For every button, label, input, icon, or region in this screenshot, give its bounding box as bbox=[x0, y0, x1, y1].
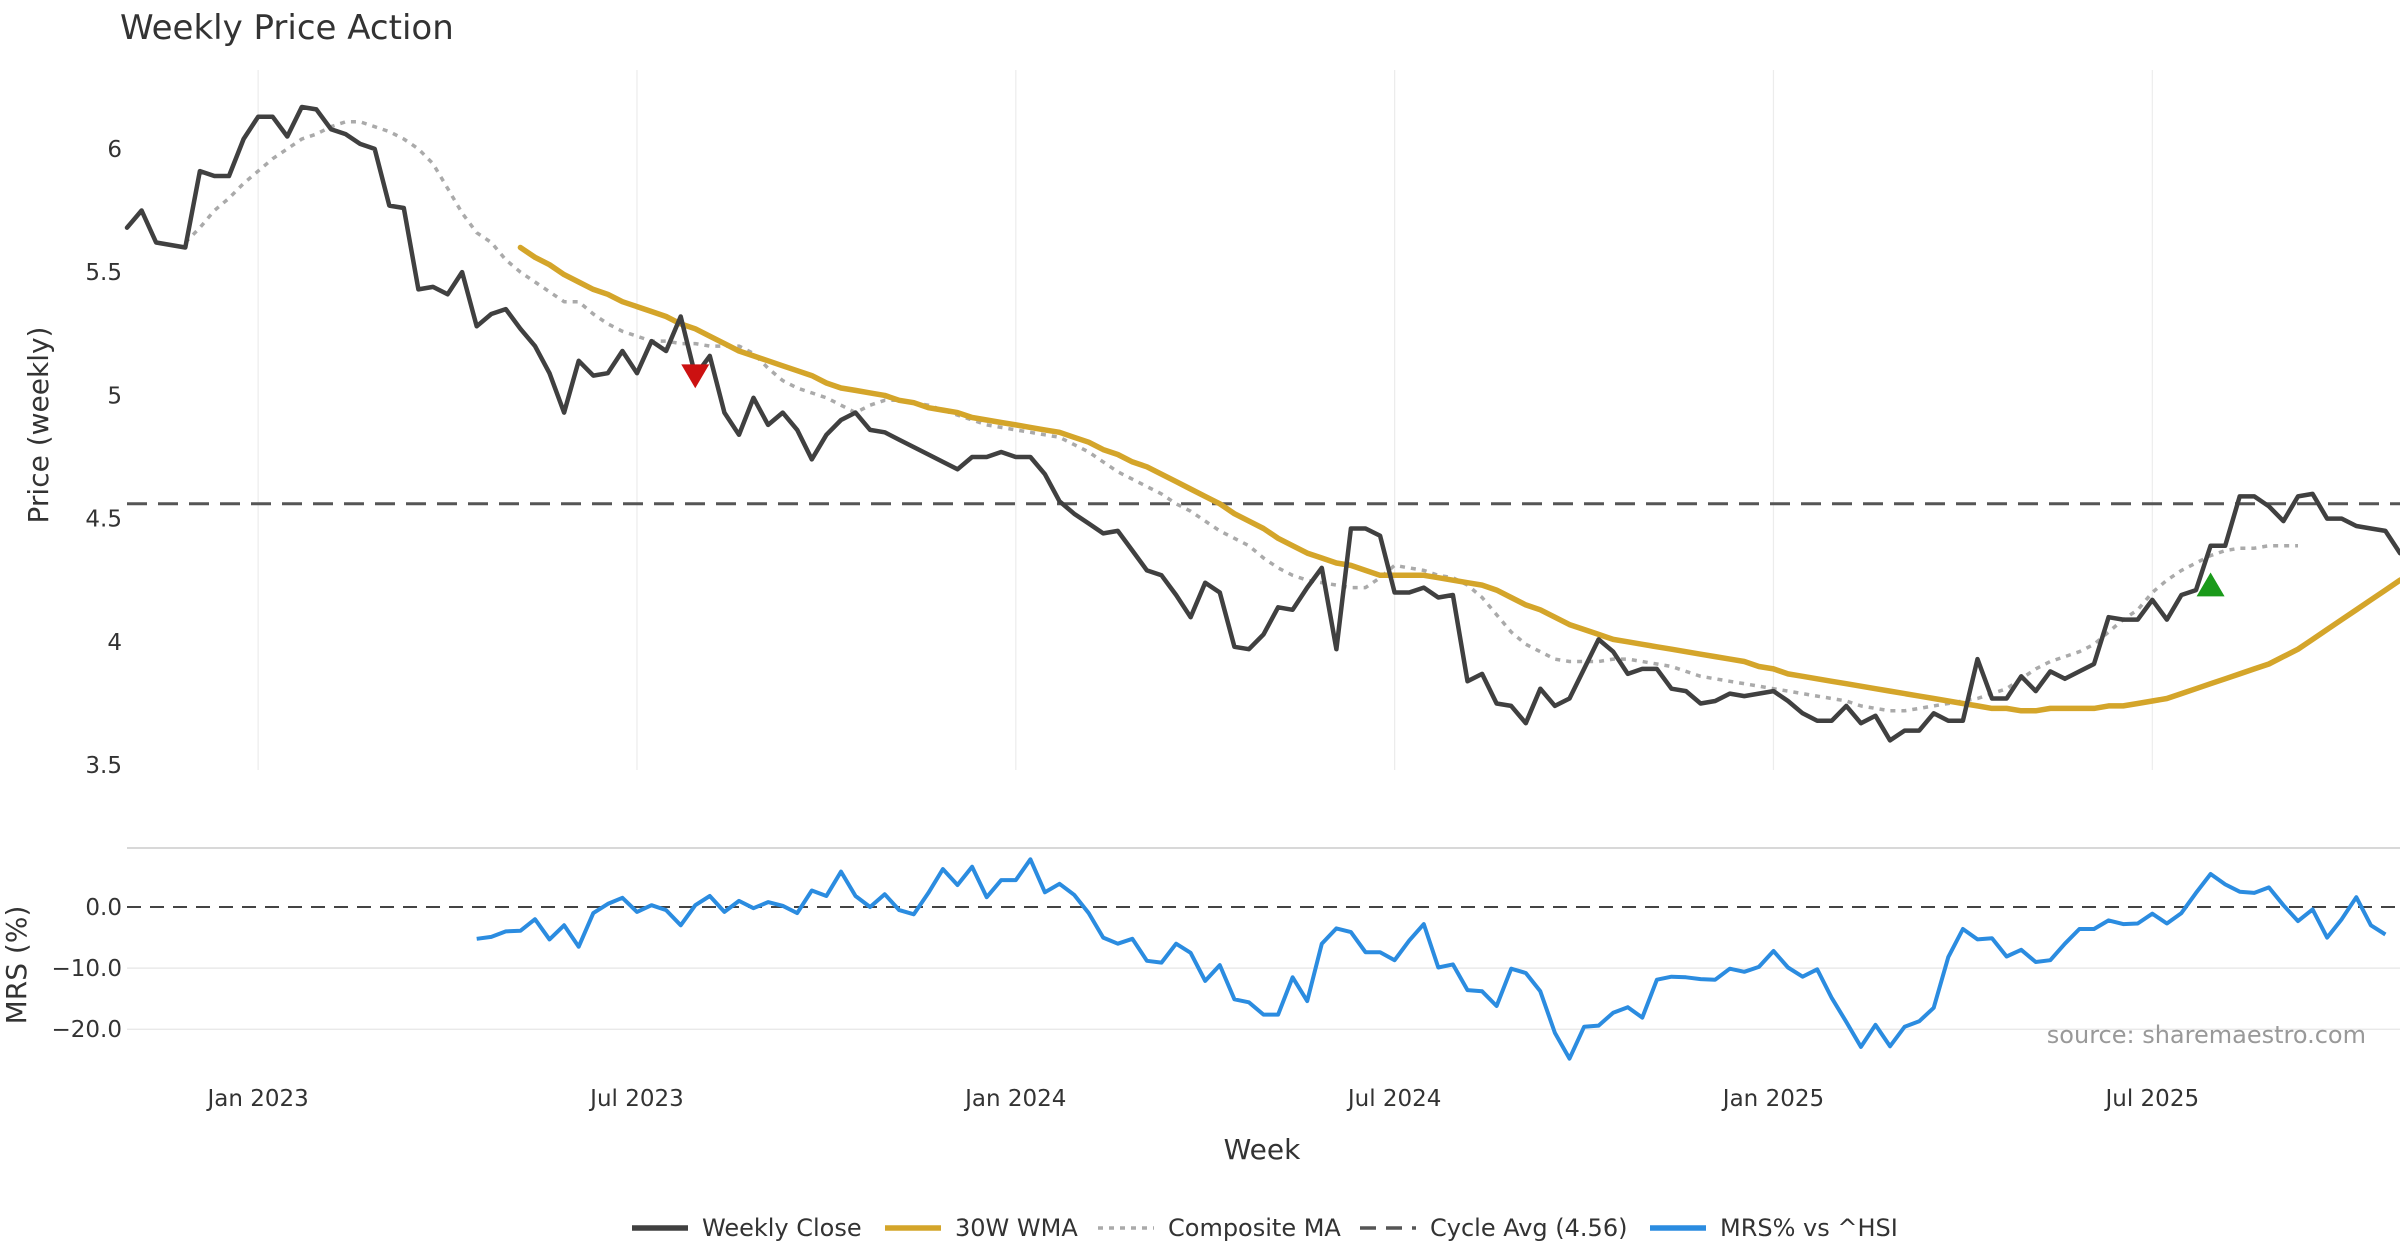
x-tick-label: Jan 2023 bbox=[205, 1086, 308, 1112]
x-tick-label: Jan 2024 bbox=[963, 1086, 1066, 1112]
price-y-tick-label: 3.5 bbox=[85, 753, 122, 779]
source-note: source: sharemaestro.com bbox=[2047, 1021, 2366, 1049]
mrs-y-tick-label: 0.0 bbox=[85, 895, 122, 921]
mrs-y-tick-label: −20.0 bbox=[52, 1017, 122, 1043]
mrs-axis-title: MRS (%) bbox=[0, 906, 33, 1025]
ticks: Jan 2023 Jul 2023 Jan 2024 Jul 2024 Jan 2025… bbox=[52, 137, 2200, 1112]
wma-30w-line bbox=[517, 244, 2400, 714]
legend-label: 30W WMA bbox=[955, 1214, 1078, 1242]
mrs-y-tick-label: −10.0 bbox=[52, 956, 122, 982]
legend-label: Composite MA bbox=[1168, 1214, 1341, 1242]
price-series bbox=[124, 104, 2400, 743]
price-y-tick-label: 6 bbox=[107, 137, 122, 163]
buy-signal-marker bbox=[2196, 572, 2225, 597]
x-tick-label: Jul 2025 bbox=[2103, 1086, 2199, 1112]
mrs-grid bbox=[127, 967, 2400, 1030]
legend-label: Weekly Close bbox=[702, 1214, 862, 1242]
price-grid bbox=[257, 70, 2153, 770]
price-y-tick-label: 4.5 bbox=[85, 507, 122, 533]
mrs-line bbox=[476, 857, 2387, 1061]
price-axis-title: Price (weekly) bbox=[22, 327, 55, 524]
x-tick-label: Jul 2023 bbox=[588, 1086, 684, 1112]
x-axis-title: Week bbox=[1224, 1133, 1301, 1166]
price-y-tick-label: 5.5 bbox=[85, 260, 122, 286]
mrs-series bbox=[127, 857, 2400, 1061]
x-tick-label: Jan 2025 bbox=[1721, 1086, 1824, 1112]
legend: Weekly Close 30W WMA Composite MA Cycle Avg… bbox=[632, 1214, 1898, 1242]
weekly-close-line bbox=[124, 104, 2400, 743]
composite-ma-line bbox=[184, 120, 2298, 713]
legend-label: MRS% vs ^HSI bbox=[1720, 1214, 1898, 1242]
price-y-tick-label: 4 bbox=[107, 630, 122, 656]
legend-label: Cycle Avg (4.56) bbox=[1430, 1214, 1627, 1242]
price-y-tick-label: 5 bbox=[107, 383, 122, 409]
x-tick-label: Jul 2024 bbox=[1346, 1086, 1442, 1112]
chart-title: Weekly Price Action bbox=[120, 8, 454, 48]
sell-signal-marker bbox=[681, 364, 710, 389]
